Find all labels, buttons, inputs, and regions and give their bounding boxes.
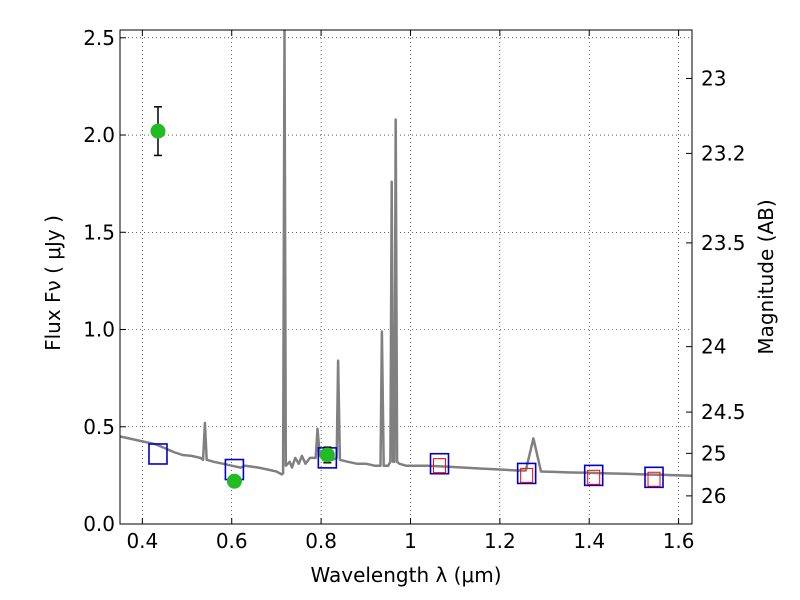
secondary-photometry-square (433, 458, 447, 474)
y2-tick-label: 26 (701, 484, 726, 508)
axis-ticks: 0.4 0.6 0.8 1 1.2 1.4 1.6 0.0 0.5 1.0 1.5 2.0 2.5 23 2… (83, 26, 745, 553)
y-tick-label: 0.5 (83, 415, 115, 439)
x-tick-label: 1 (404, 529, 417, 553)
model-photometry-square (644, 466, 664, 489)
plot-frame (119, 29, 693, 525)
y-tick-label: 1.0 (83, 318, 115, 342)
y2-axis-title: Magnitude (AB) (754, 199, 778, 354)
y2-tick-label: 24 (701, 335, 726, 359)
plot-area (120, 30, 692, 489)
observed-flux-point (319, 447, 335, 463)
y2-tick-label: 23.2 (701, 141, 746, 165)
x-tick-label: 0.8 (305, 529, 337, 553)
plot-clip-group (120, 30, 692, 489)
observed-flux-point (226, 473, 242, 489)
x-tick-label: 0.6 (216, 529, 248, 553)
y2-tick-label: 25 (701, 441, 726, 465)
model-spectrum-line (120, 30, 692, 478)
y2-tick-label: 23 (701, 66, 726, 90)
x-tick-label: 1.6 (663, 529, 695, 553)
model-photometry-square (429, 452, 450, 475)
secondary-photometry-square (647, 471, 661, 487)
model-photometry-square (516, 462, 537, 485)
y-tick-label: 0.0 (83, 512, 115, 536)
x-axis-title: Wavelength λ (μm) (310, 563, 501, 587)
x-tick-label: 0.4 (126, 529, 158, 553)
x-tick-label: 1.4 (573, 529, 605, 553)
y-axis-title: Flux Fν ( μJy ) (41, 215, 65, 351)
y-tick-label: 2.0 (83, 123, 115, 147)
y2-tick-label: 23.5 (701, 231, 746, 255)
y2-tick-label: 24.5 (701, 400, 746, 424)
secondary-photometry-square (587, 469, 601, 485)
model-photometry-square (148, 443, 168, 465)
y-tick-label: 1.5 (83, 220, 115, 244)
observed-flux-point (150, 123, 166, 139)
model-photometry-square (583, 464, 604, 487)
secondary-photometry-square (520, 467, 534, 483)
y-tick-label: 2.5 (83, 26, 115, 50)
x-tick-label: 1.2 (484, 529, 516, 553)
